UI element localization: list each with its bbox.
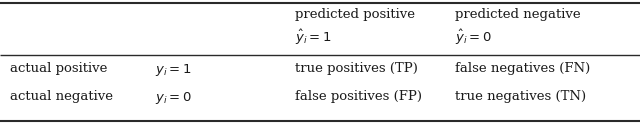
Text: actual positive: actual positive: [10, 62, 108, 75]
Text: true positives (TP): true positives (TP): [295, 62, 418, 75]
Text: true negatives (TN): true negatives (TN): [455, 90, 586, 103]
Text: $y_i = 0$: $y_i = 0$: [155, 90, 192, 106]
Text: predicted positive: predicted positive: [295, 8, 415, 21]
Text: actual negative: actual negative: [10, 90, 113, 103]
Text: false positives (FP): false positives (FP): [295, 90, 422, 103]
Text: $\hat{y}_i = 1$: $\hat{y}_i = 1$: [295, 28, 332, 47]
Text: predicted negative: predicted negative: [455, 8, 580, 21]
Text: false negatives (FN): false negatives (FN): [455, 62, 590, 75]
Text: $\hat{y}_i = 0$: $\hat{y}_i = 0$: [455, 28, 492, 47]
Text: $y_i = 1$: $y_i = 1$: [155, 62, 191, 78]
